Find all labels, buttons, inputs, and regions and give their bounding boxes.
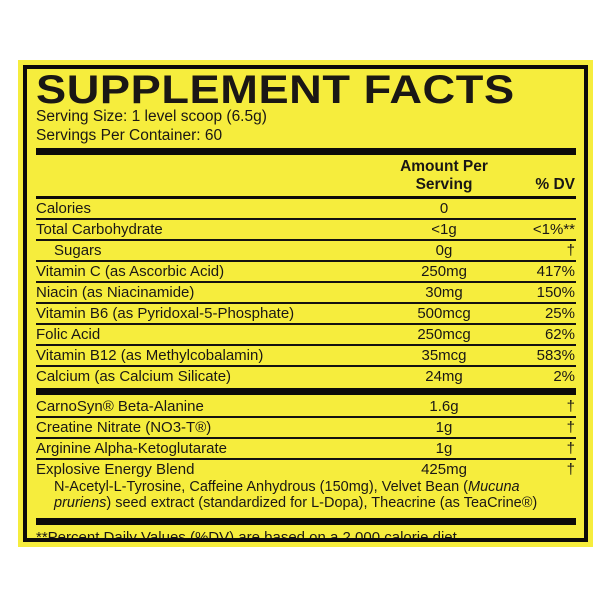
- table-row-vitamin-c: Vitamin C (as Ascorbic Acid) 250mg 417%: [36, 260, 576, 281]
- row-amount: 0: [439, 200, 449, 217]
- table-row-creatine-nitrate: Creatine Nitrate (NO3-T®) 1g †: [36, 416, 576, 437]
- row-dv: 2%: [553, 368, 575, 385]
- row-amount: <1g: [431, 221, 457, 238]
- row-amount: 0g: [435, 242, 453, 259]
- table-row-explosive-energy-blend: Explosive Energy Blend 425mg †: [36, 458, 576, 479]
- table-row-niacin: Niacin (as Niacinamide) 30mg 150%: [36, 281, 576, 302]
- blend-ingredients-latin-name: Mucuna pruriens: [54, 479, 520, 511]
- column-header-amount: Amount Per Serving: [400, 158, 488, 193]
- row-dv: †: [566, 398, 575, 415]
- table-row-beta-alanine: CarnoSyn® Beta-Alanine 1.6g †: [36, 397, 576, 416]
- row-name: Sugars: [54, 242, 102, 259]
- row-name: Calcium (as Calcium Silicate): [36, 368, 232, 385]
- row-name: Niacin (as Niacinamide): [36, 284, 195, 301]
- row-amount: 250mcg: [417, 326, 471, 343]
- footnotes-block: **Percent Daily Values (%DV) are based o…: [36, 526, 576, 542]
- row-dv: 583%: [536, 347, 575, 364]
- row-amount: 24mg: [425, 368, 463, 385]
- row-amount: 1g: [435, 419, 453, 436]
- table-row-calories: Calories 0: [36, 199, 576, 218]
- row-name: CarnoSyn® Beta-Alanine: [36, 398, 204, 415]
- table-row-arginine-akg: Arginine Alpha-Ketoglutarate 1g †: [36, 437, 576, 458]
- row-amount: 1g: [435, 440, 453, 457]
- table-row-calcium: Calcium (as Calcium Silicate) 24mg 2%: [36, 365, 576, 386]
- blend-ingredients-prefix: N-Acetyl-L-Tyrosine, Caffeine Anhydrous …: [54, 479, 468, 495]
- divider-thick-middle: [36, 388, 576, 395]
- divider-thick-top: [36, 148, 576, 155]
- row-name: Vitamin C (as Ascorbic Acid): [36, 263, 225, 280]
- row-name: Vitamin B6 (as Pyridoxal-5-Phosphate): [36, 305, 295, 322]
- column-header-dv: % DV: [535, 176, 575, 193]
- row-dv: 62%: [544, 326, 575, 343]
- row-amount: 35mcg: [421, 347, 467, 364]
- blend-ingredients-text: N-Acetyl-L-Tyrosine, Caffeine Anhydrous …: [36, 479, 576, 515]
- page-title: SUPPLEMENT FACTS: [36, 68, 515, 112]
- table-row-total-carbohydrate: Total Carbohydrate <1g <1%**: [36, 218, 576, 239]
- table-row-sugars: Sugars 0g †: [36, 239, 576, 260]
- row-dv: 417%: [536, 263, 575, 280]
- divider-thick-bottom: [36, 518, 576, 525]
- row-name: Explosive Energy Blend: [36, 461, 195, 478]
- row-amount: 500mcg: [417, 305, 471, 322]
- blend-ingredients-suffix: ) seed extract (standardized for L-Dopa)…: [106, 495, 538, 511]
- row-name: Total Carbohydrate: [36, 221, 163, 238]
- row-dv: †: [566, 242, 575, 259]
- table-row-vitamin-b6: Vitamin B6 (as Pyridoxal-5-Phosphate) 50…: [36, 302, 576, 323]
- row-amount: 30mg: [425, 284, 463, 301]
- row-name: Vitamin B12 (as Methylcobalamin): [36, 347, 264, 364]
- supplement-facts-label: SUPPLEMENT FACTS Serving Size: 1 level s…: [18, 60, 593, 547]
- footnote-daily-values: **Percent Daily Values (%DV) are based o…: [36, 529, 461, 542]
- row-dv: 25%: [544, 305, 575, 322]
- row-amount: 1.6g: [429, 398, 459, 415]
- row-dv: †: [566, 419, 575, 436]
- row-dv: 150%: [536, 284, 575, 301]
- row-dv: †: [566, 461, 575, 478]
- row-name: Folic Acid: [36, 326, 101, 343]
- row-amount: 250mg: [421, 263, 467, 280]
- table-row-folic-acid: Folic Acid 250mcg 62%: [36, 323, 576, 344]
- row-name: Calories: [36, 200, 92, 217]
- row-dv: <1%**: [532, 221, 575, 238]
- servings-per-container-text: Servings Per Container: 60: [36, 126, 223, 144]
- row-dv: †: [566, 440, 575, 457]
- row-name: Arginine Alpha-Ketoglutarate: [36, 440, 227, 457]
- table-row-vitamin-b12: Vitamin B12 (as Methylcobalamin) 35mcg 5…: [36, 344, 576, 365]
- column-header-row: Amount Per Serving % DV: [36, 155, 576, 199]
- row-amount: 425mg: [421, 461, 467, 478]
- row-name: Creatine Nitrate (NO3-T®): [36, 419, 212, 436]
- label-border-panel: SUPPLEMENT FACTS Serving Size: 1 level s…: [23, 65, 588, 542]
- serving-size-text: Serving Size: 1 level scoop (6.5g): [36, 108, 267, 125]
